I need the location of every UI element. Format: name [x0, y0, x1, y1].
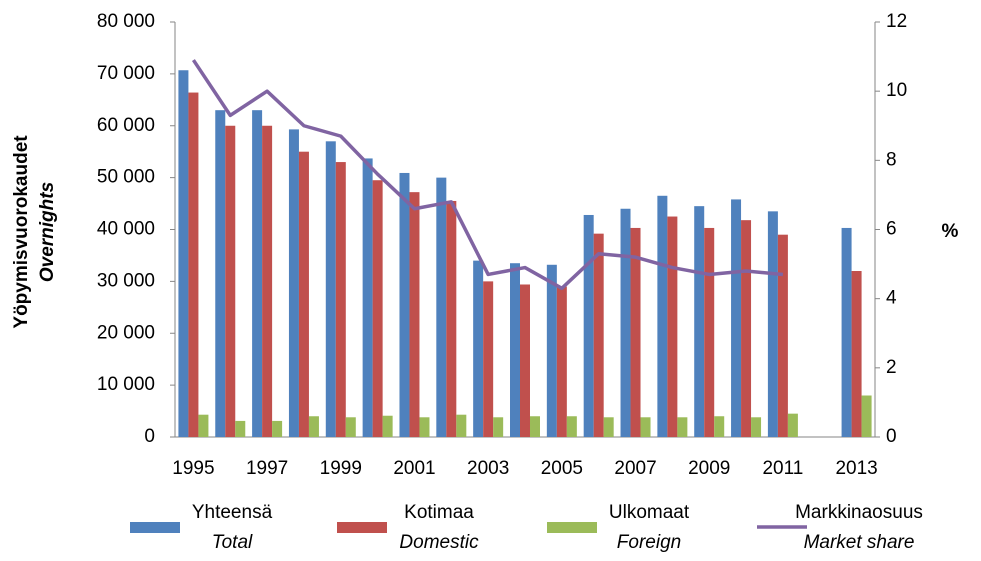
y2-tick-label: 6 [886, 219, 897, 240]
bar [419, 417, 430, 437]
legend-swatch [130, 522, 180, 533]
bar [335, 162, 346, 437]
bar [399, 172, 410, 438]
bar [225, 125, 236, 437]
bar [667, 216, 678, 437]
bar [436, 177, 447, 437]
y-tick-label: 30 000 [97, 270, 155, 291]
bar [520, 284, 530, 437]
bar [382, 415, 393, 437]
x-tick-label: 2011 [762, 458, 803, 479]
bar [851, 271, 862, 437]
y2-tick-label: 2 [886, 357, 897, 378]
bar [362, 158, 373, 437]
bar [262, 125, 273, 437]
y-axis-label-sub: Overnights [37, 182, 58, 282]
bar [751, 417, 762, 437]
bar [456, 414, 467, 437]
y-tick-label: 60 000 [97, 115, 155, 136]
x-tick-label: 2003 [467, 458, 509, 479]
bar [215, 110, 226, 437]
legend-swatch [337, 522, 387, 533]
x-tick-label: 2007 [614, 458, 656, 479]
y-tick-label: 50 000 [97, 167, 155, 188]
bar [178, 70, 189, 438]
bar [657, 195, 668, 437]
bar [235, 420, 246, 437]
legend-sublabel: Market share [804, 532, 915, 553]
x-tick-label: 1999 [320, 458, 362, 479]
legend-label: Markkinaosuus [795, 502, 923, 523]
line [191, 59, 784, 291]
legend-swatch [547, 522, 597, 533]
bar [731, 199, 742, 437]
bar [198, 414, 209, 437]
y-axis-label: Yöpymisvuorokaudet [11, 135, 32, 329]
y2-tick-label: 10 [886, 80, 907, 101]
legend-label: Kotimaa [404, 502, 474, 523]
bar [593, 233, 604, 437]
bar [372, 180, 383, 437]
bar [252, 110, 263, 437]
y2-tick-label: 4 [886, 288, 897, 309]
bar [704, 227, 715, 437]
bar [714, 416, 725, 437]
bar [556, 286, 567, 437]
bar [483, 281, 494, 437]
x-tick-label: 1997 [246, 458, 288, 479]
legend-sublabel: Foreign [617, 532, 681, 553]
bar [861, 395, 872, 437]
y-tick-label: 0 [144, 426, 155, 447]
bar [473, 260, 484, 437]
bar [510, 263, 520, 437]
bar [787, 413, 798, 437]
bar [767, 211, 778, 437]
y2-tick-label: 12 [886, 11, 907, 32]
bar [530, 416, 540, 437]
bar [677, 417, 688, 437]
bar [620, 208, 631, 437]
x-tick-label: 1995 [172, 458, 214, 479]
bar [493, 417, 504, 437]
y-tick-label: 20 000 [97, 322, 155, 343]
bar [741, 220, 752, 437]
legend-sublabel: Total [212, 532, 253, 553]
bar [298, 151, 309, 437]
y-tick-label: 10 000 [97, 374, 155, 395]
bar [630, 227, 641, 437]
bar [640, 417, 651, 437]
bar [546, 264, 557, 437]
legend-label: Ulkomaat [609, 502, 690, 523]
bar [841, 227, 852, 437]
x-tick-label: 2013 [835, 458, 877, 479]
y-tick-label: 70 000 [97, 63, 155, 84]
x-tick-label: 2001 [393, 458, 435, 479]
bar [325, 141, 336, 437]
bar [583, 214, 594, 437]
bar [694, 206, 705, 437]
legend-sublabel: Domestic [399, 532, 479, 553]
x-tick-label: 2009 [688, 458, 730, 479]
bar [603, 417, 614, 437]
y-tick-label: 80 000 [97, 11, 155, 32]
bar [566, 416, 577, 437]
bar [446, 200, 457, 437]
y2-tick-label: 8 [886, 149, 897, 170]
bar [777, 234, 788, 437]
y-tick-label: 40 000 [97, 219, 155, 240]
y2-axis-label: % [942, 221, 959, 242]
bar [288, 129, 299, 437]
bar [409, 192, 420, 437]
bar [188, 92, 199, 438]
x-tick-label: 2005 [541, 458, 583, 479]
y2-tick-label: 0 [886, 426, 897, 447]
legend-label: Yhteensä [192, 502, 273, 523]
bar [308, 416, 319, 437]
bar [272, 420, 283, 437]
bar [345, 417, 356, 437]
